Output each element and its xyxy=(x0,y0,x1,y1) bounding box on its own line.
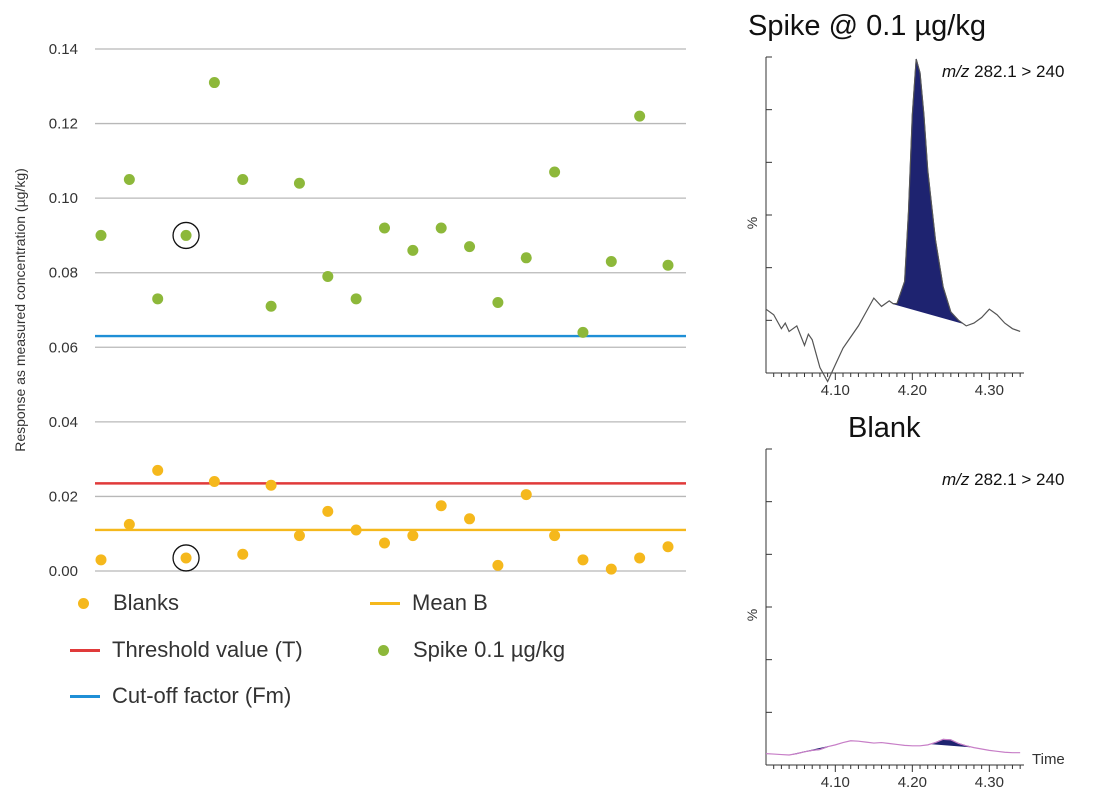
blank-point xyxy=(435,500,447,512)
y-tick-label: 0.08 xyxy=(49,265,78,282)
legend: Blanks Mean B Threshold value (T) Spike … xyxy=(70,590,690,730)
y-tick-label: 0.10 xyxy=(49,190,78,207)
legend-item-mean-b: Mean B xyxy=(370,590,488,616)
spike-chromatogram-title: Spike @ 0.1 µg/kg xyxy=(748,10,986,42)
blank-point xyxy=(265,479,277,491)
legend-marker-threshold xyxy=(70,648,100,652)
spike-point xyxy=(435,222,447,234)
blank-point xyxy=(549,530,561,542)
blank-point xyxy=(379,537,390,549)
blank-x-axis-label: Time xyxy=(1032,751,1065,768)
blank-y-axis-label: % xyxy=(744,609,760,621)
spike-point xyxy=(152,293,164,305)
spike-point xyxy=(265,300,277,312)
spike-point xyxy=(407,244,419,256)
spike-point xyxy=(322,270,334,282)
blank-point xyxy=(407,530,419,542)
legend-label-threshold: Threshold value (T) xyxy=(112,637,303,662)
legend-item-spike: Spike 0.1 µg/kg xyxy=(370,637,565,663)
spike-x-tick-label: 4.20 xyxy=(898,382,927,399)
blank-point xyxy=(634,552,646,564)
spike-point xyxy=(520,252,532,264)
spike-point xyxy=(293,177,305,189)
spike-point xyxy=(634,110,646,122)
spike-point xyxy=(492,297,504,309)
blank-point xyxy=(152,464,164,476)
blank-x-tick-label: 4.20 xyxy=(898,774,927,789)
y-tick-label: 0.14 xyxy=(49,41,78,58)
spike-point xyxy=(662,259,674,271)
spike-y-axis-label: % xyxy=(744,217,760,229)
blank-x-tick-label: 4.30 xyxy=(975,774,1004,789)
legend-marker-mean-b xyxy=(370,601,400,605)
y-tick-label: 0.02 xyxy=(49,488,78,505)
blank-point xyxy=(577,554,589,566)
spike-x-tick-label: 4.10 xyxy=(821,382,850,399)
blank-point xyxy=(520,489,532,501)
blank-chromatogram-title: Blank xyxy=(848,412,921,444)
spike-point xyxy=(549,166,561,178)
legend-marker-cutoff xyxy=(70,694,100,698)
spike-point xyxy=(350,293,362,305)
spike-point xyxy=(208,77,220,89)
legend-label-mean-b: Mean B xyxy=(412,590,488,615)
blank-trace xyxy=(765,738,1021,756)
blank-point xyxy=(180,552,192,564)
blank-point xyxy=(492,559,504,571)
legend-label-blanks: Blanks xyxy=(113,590,180,615)
blank-mz-prefix: m/z xyxy=(942,470,970,489)
spike-point xyxy=(95,229,107,241)
blank-x-tick-label: 4.10 xyxy=(821,774,850,789)
spike-point xyxy=(464,241,476,253)
y-tick-label: 0.06 xyxy=(49,339,78,356)
spike-transition-label: m/z 282.1 > 240 xyxy=(942,62,1064,82)
y-tick-label: 0.12 xyxy=(49,116,78,133)
blank-point xyxy=(350,524,362,536)
spike-point xyxy=(180,229,192,241)
legend-item-cutoff: Cut-off factor (Fm) xyxy=(70,683,291,709)
highlight-circle xyxy=(172,544,200,572)
highlight-circle xyxy=(172,221,200,250)
blank-point xyxy=(208,476,220,488)
spike-mz-value: 282.1 > 240 xyxy=(974,62,1065,81)
blank-point xyxy=(322,505,334,517)
spike-trace xyxy=(765,58,1021,383)
blank-mz-value: 282.1 > 240 xyxy=(974,470,1065,489)
legend-label-cutoff: Cut-off factor (Fm) xyxy=(112,683,292,708)
blank-point xyxy=(464,513,476,525)
y-tick-label: 0.04 xyxy=(49,414,78,431)
y-axis-label: Response as measured concentration (µg/k… xyxy=(12,168,28,452)
spike-chromatogram: % 4.10 4.20 4.30 xyxy=(744,56,1024,399)
y-tick-label: 0.00 xyxy=(49,563,78,580)
legend-marker-spike xyxy=(378,644,389,656)
blank-chromatogram: % 4.10 4.20 4.30 Time xyxy=(744,448,1065,789)
spike-point xyxy=(379,222,390,234)
spike-point xyxy=(577,326,589,338)
spike-mz-prefix: m/z xyxy=(942,62,970,81)
blank-point xyxy=(662,541,674,553)
spike-point xyxy=(605,256,617,268)
blank-point xyxy=(123,518,135,530)
blank-point xyxy=(95,554,107,566)
legend-label-spike: Spike 0.1 µg/kg xyxy=(413,637,566,662)
spike-point xyxy=(237,174,249,185)
blank-transition-label: m/z 282.1 > 240 xyxy=(942,470,1064,490)
spike-point xyxy=(123,174,135,185)
blank-point xyxy=(293,530,305,542)
spike-x-tick-label: 4.30 xyxy=(975,382,1004,399)
legend-item-blanks: Blanks xyxy=(70,590,179,616)
blank-point xyxy=(237,548,249,560)
legend-marker-blanks xyxy=(78,597,89,609)
scatter-plot: 0.00 0.02 0.04 0.06 0.08 0.10 0.12 0.14 Response… xyxy=(12,41,686,580)
legend-item-threshold: Threshold value (T) xyxy=(70,637,303,663)
blank-point xyxy=(605,563,617,575)
